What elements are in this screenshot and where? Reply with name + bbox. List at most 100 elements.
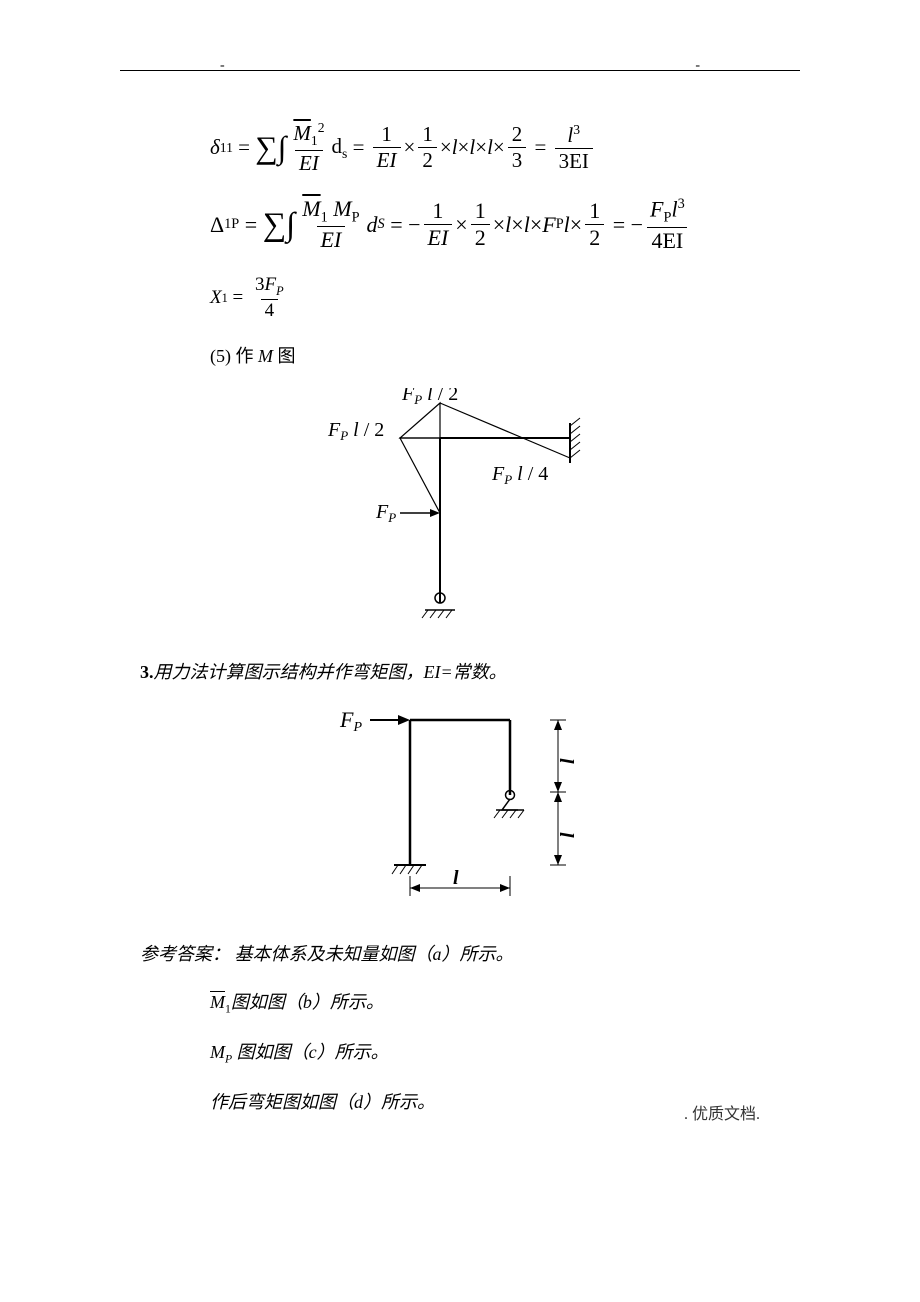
t: ×: [493, 212, 505, 238]
d: 2: [585, 224, 604, 251]
equation-delta1p: Δ1P = ∑ ∫ M1 MP EI dS = − 1EI × 12 × l ×…: [210, 196, 820, 254]
svg-text:l: l: [453, 867, 459, 889]
eq: =: [228, 287, 248, 309]
n: 1: [585, 198, 604, 224]
equation-x1: X1 = 3FP 4: [210, 274, 820, 322]
frac-m1-ei: M12 EI: [289, 120, 328, 176]
question-3: 3.用力法计算图示结构并作弯矩图，EI=常数。: [140, 658, 820, 684]
ei: EI: [317, 226, 346, 253]
eq: =: [239, 212, 262, 238]
d: 4EI: [647, 227, 687, 254]
neg2: −: [631, 212, 643, 238]
q3-num: 3.: [140, 662, 154, 682]
t: ×: [511, 212, 523, 238]
times: ×: [458, 135, 470, 160]
prefix: (5) 作: [210, 346, 258, 366]
M: M: [210, 1042, 225, 1062]
svg-text:FP l / 4: FP l / 4: [491, 463, 548, 487]
eq2: =: [385, 212, 408, 238]
answer-b: M1图如图（b）所示。: [210, 988, 820, 1016]
M: M: [258, 346, 273, 366]
n: 1: [377, 122, 396, 147]
n: 1: [418, 122, 437, 147]
d: EI: [373, 147, 401, 173]
d: EI: [424, 224, 453, 251]
svg-text:FP l / 2: FP l / 2: [327, 419, 384, 443]
Mbar: M: [210, 992, 225, 1013]
m1bar: M: [302, 196, 320, 221]
q3-text: 用力法计算图示结构并作弯矩图，EI=常数。: [154, 662, 507, 682]
svg-text:FP: FP: [375, 501, 396, 525]
f1: 1EI: [424, 198, 453, 252]
t: ×: [570, 212, 582, 238]
d: 2: [471, 224, 490, 251]
n: 1: [428, 198, 447, 224]
F: F: [542, 212, 555, 238]
neg: −: [408, 212, 420, 238]
delta-sub: 11: [220, 140, 233, 156]
f2: 12: [471, 198, 490, 252]
d: 3EI: [555, 148, 593, 174]
frac-2-3: 23: [508, 122, 527, 173]
header-tick-left: -: [220, 58, 225, 74]
m1sup: 2: [318, 120, 325, 135]
frac-1-2: 12: [418, 122, 437, 173]
post: 图如图（c）所示。: [232, 1042, 389, 1062]
sup: 3: [678, 196, 685, 212]
t: ×: [530, 212, 542, 238]
ei: EI: [295, 150, 323, 176]
Delta-sub: 1P: [224, 216, 239, 233]
answer-c: MP 图如图（c）所示。: [210, 1038, 820, 1066]
X: X: [210, 287, 222, 309]
suffix: 图: [273, 346, 296, 366]
times: ×: [440, 135, 452, 160]
F: F: [650, 196, 663, 221]
F: F: [265, 274, 277, 295]
Fsub: P: [276, 284, 284, 298]
ds: ds: [332, 134, 348, 162]
svg-text:l: l: [557, 832, 579, 838]
eq3: =: [607, 212, 630, 238]
frac-1-ei: 1EI: [373, 122, 401, 173]
m1bar: M: [293, 121, 311, 145]
svg-text:FP: FP: [339, 707, 362, 735]
svg-text:FP l / 2: FP l / 2: [401, 388, 458, 407]
footer-text: . 优质文档.: [684, 1100, 760, 1124]
eq2: =: [347, 135, 369, 160]
delta: δ: [210, 135, 220, 160]
Fsub: P: [556, 216, 564, 233]
frac-result: l3 3EI: [555, 122, 593, 174]
mp: M: [333, 196, 351, 221]
times: ×: [475, 135, 487, 160]
m1sub: 1: [321, 209, 328, 225]
d: 4: [261, 299, 279, 323]
d: 2: [418, 147, 437, 173]
svg-text:l: l: [557, 758, 579, 764]
moment-diagram-figure: FP l / 2 FP l / 2 FP l / 4 FP: [310, 388, 610, 628]
frac-3fp-4: 3FP 4: [251, 274, 288, 322]
three: 3: [255, 274, 265, 295]
d: 3: [508, 147, 527, 173]
header-tick-right: -: [695, 58, 700, 74]
Delta: Δ: [210, 212, 224, 238]
answer-intro: 参考答案： 基本体系及未知量如图（a）所示。: [140, 940, 820, 966]
mpsub: P: [352, 209, 360, 225]
result: FPl3 4EI: [646, 196, 689, 254]
post: 图如图（b）所示。: [231, 992, 384, 1012]
frac-m1mp-ei: M1 MP EI: [298, 196, 363, 254]
header-rule: - -: [100, 60, 820, 80]
sup: 3: [573, 122, 580, 137]
t: ×: [455, 212, 467, 238]
f3: 12: [585, 198, 604, 252]
d: d: [367, 212, 378, 238]
times: ×: [404, 135, 416, 160]
n: 2: [508, 122, 527, 147]
step5-text: (5) 作 M 图: [210, 342, 820, 368]
structure-figure: FP l l l: [310, 700, 610, 910]
eq: =: [233, 135, 255, 160]
S: S: [378, 216, 385, 233]
times: ×: [493, 135, 505, 160]
eq3: =: [529, 135, 551, 160]
n: 1: [471, 198, 490, 224]
d: d: [332, 134, 343, 158]
